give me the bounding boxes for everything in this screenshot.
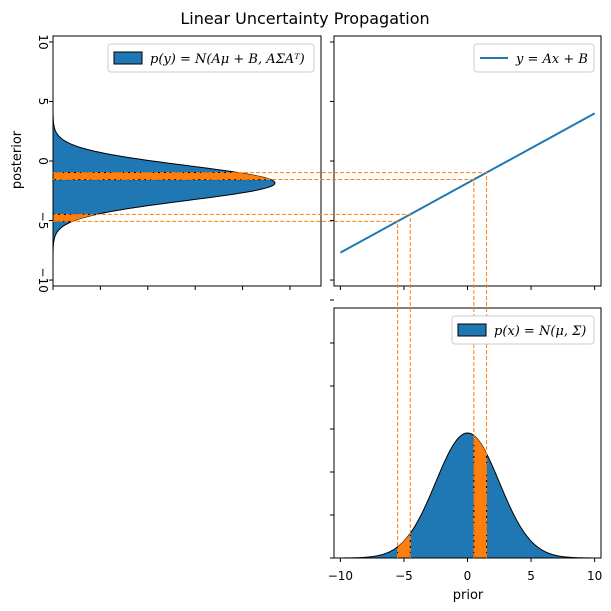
posterior-highlight-band-0 [53,214,97,222]
prior-highlight-band-0 [397,533,411,558]
posterior-ytick-label: −5 [36,212,50,230]
prior-xlabel: prior [453,588,484,603]
posterior-ytick-label: 0 [36,157,50,165]
prior-xtick-label: 10 [587,569,602,583]
prior-legend-label: p(x) = N(μ, Σ) [494,324,586,339]
guide-line-0-1 [53,213,411,558]
prior-xtick-label: −5 [395,569,413,583]
chart-title: Linear Uncertainty Propagation [180,9,429,28]
transform-frame [333,35,602,287]
posterior-ytick-label: −10 [36,267,50,292]
transform-legend: y = Ax + B [473,43,595,73]
transform-legend-label: y = Ax + B [515,52,588,67]
prior-xtick-label: 5 [527,569,535,583]
posterior-legend-swatch [113,51,143,65]
prior-panel: −10 −5 0 5 10 [328,299,602,583]
guide-line-1-0 [53,179,475,558]
prior-legend-swatch [457,323,487,337]
posterior-legend: p(y) = N(Aμ + B, AΣAᵀ) [107,43,315,73]
prior-xtick-label: 0 [464,569,472,583]
posterior-highlight-band-1 [53,172,271,180]
transform-panel [330,35,602,290]
prior-highlight-band-1 [473,435,487,558]
posterior-panel: 10 5 0 −5 −10 [36,34,322,293]
propagation-guides [53,172,488,558]
posterior-ytick-label: 5 [36,98,50,106]
transform-line [339,112,596,254]
posterior-legend-label: p(y) = N(Aμ + B, AΣAᵀ) [150,52,305,67]
prior-xtick-label: −10 [328,569,353,583]
prior-legend: p(x) = N(μ, Σ) [451,315,595,345]
posterior-density-area [52,36,276,286]
guide-line-0-0 [53,220,399,558]
prior-density-area [339,432,596,559]
guide-line-1-1 [53,172,488,558]
posterior-ylabel: posterior [10,130,25,189]
posterior-ytick-label: 10 [36,34,50,49]
